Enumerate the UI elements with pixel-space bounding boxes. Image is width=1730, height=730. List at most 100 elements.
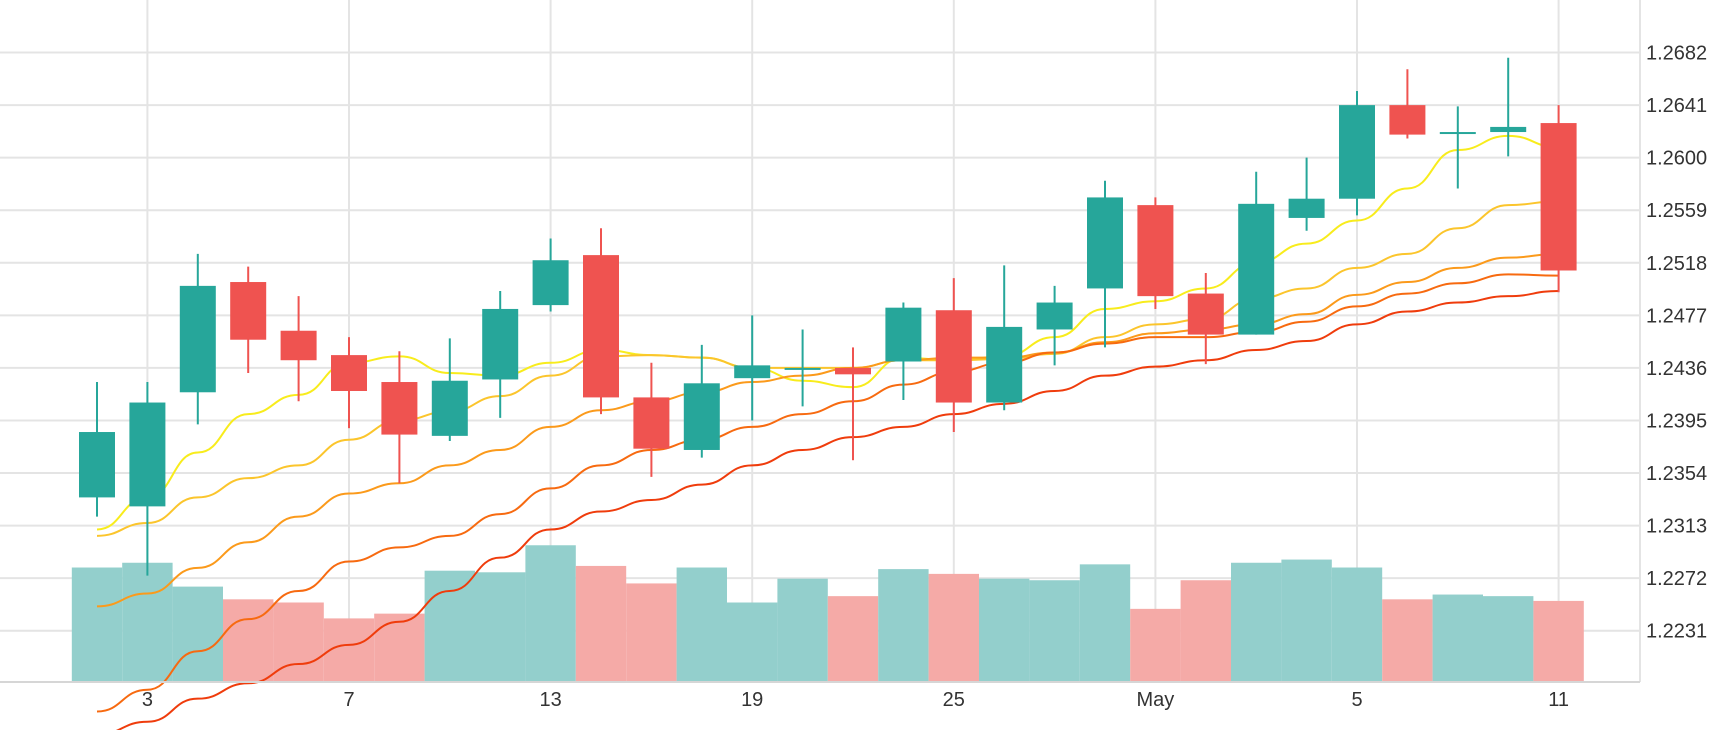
candle bbox=[1238, 171, 1275, 335]
volume-bar bbox=[525, 545, 576, 682]
candle bbox=[986, 265, 1023, 411]
y-tick-label: 1.2231 bbox=[1646, 621, 1707, 643]
candle-body bbox=[532, 260, 569, 306]
volume-bar bbox=[1231, 562, 1282, 682]
candle-body bbox=[482, 308, 519, 380]
candle bbox=[129, 382, 166, 576]
volume-bar bbox=[878, 569, 929, 682]
moving-average-lines bbox=[96, 134, 1559, 730]
candle-body bbox=[633, 397, 670, 449]
moving-average-line bbox=[96, 252, 1559, 608]
y-tick-label: 1.2518 bbox=[1646, 253, 1707, 275]
candle-body bbox=[1238, 203, 1275, 335]
volume-bar bbox=[928, 573, 979, 682]
y-tick-label: 1.2559 bbox=[1646, 200, 1707, 222]
volume-bar bbox=[575, 565, 627, 682]
candle bbox=[835, 347, 871, 461]
candle-body bbox=[784, 367, 821, 370]
candle-body bbox=[381, 382, 418, 435]
volume-bar bbox=[122, 562, 173, 682]
candle-body bbox=[683, 383, 720, 450]
candle bbox=[431, 338, 468, 441]
volume-bar bbox=[727, 602, 778, 682]
y-tick-label: 1.2313 bbox=[1646, 516, 1707, 538]
y-tick-label: 1.2682 bbox=[1646, 43, 1707, 65]
y-tick-label: 1.2354 bbox=[1646, 463, 1707, 485]
candle-body bbox=[1389, 105, 1426, 135]
candle-body bbox=[1137, 205, 1174, 297]
candle bbox=[935, 278, 972, 433]
candle-body bbox=[935, 310, 972, 403]
candle-body bbox=[431, 380, 468, 436]
y-tick-label: 1.2395 bbox=[1646, 410, 1707, 432]
volume-bar bbox=[676, 567, 727, 682]
candle bbox=[1187, 273, 1224, 365]
volume-bar bbox=[374, 613, 425, 682]
volume-bar bbox=[626, 583, 677, 682]
volume-bar bbox=[827, 596, 879, 682]
volume-bar bbox=[1029, 580, 1080, 682]
volume-bar bbox=[1130, 608, 1181, 682]
candle bbox=[1439, 106, 1476, 189]
volume-bar bbox=[777, 578, 828, 682]
candle bbox=[532, 238, 569, 312]
candle bbox=[1490, 57, 1527, 157]
volume-bar bbox=[979, 578, 1030, 682]
volume-bar bbox=[1281, 559, 1332, 682]
volume-bar bbox=[1483, 596, 1534, 682]
y-tick-label: 1.2436 bbox=[1646, 358, 1707, 380]
x-tick-label: 19 bbox=[741, 689, 763, 711]
candle-body bbox=[986, 326, 1023, 403]
candle bbox=[583, 228, 619, 415]
x-tick-label: 5 bbox=[1351, 689, 1362, 711]
moving-average-line bbox=[115, 290, 1559, 730]
candle bbox=[1389, 69, 1426, 139]
volume-bar bbox=[1432, 594, 1483, 682]
candle bbox=[179, 253, 216, 425]
candle-body bbox=[734, 365, 771, 379]
y-tick-label: 1.2272 bbox=[1646, 568, 1707, 590]
volume-bar bbox=[424, 570, 475, 682]
x-tick-label: 13 bbox=[539, 689, 561, 711]
y-tick-label: 1.2600 bbox=[1646, 148, 1707, 170]
volume-bar bbox=[1180, 580, 1231, 682]
volume-bars bbox=[71, 545, 1584, 682]
volume-bar bbox=[323, 618, 375, 682]
volume-bar bbox=[1533, 600, 1584, 682]
candle-body bbox=[835, 367, 871, 375]
candle bbox=[331, 337, 367, 429]
candle bbox=[734, 315, 771, 421]
candle-body bbox=[1288, 198, 1325, 218]
x-tick-label: 11 bbox=[1548, 689, 1569, 711]
candle-body bbox=[1540, 123, 1577, 271]
axes: 1.2231 1.2272 1.2313 1.2354 1.2395 1.2436 1.24… bbox=[0, 0, 1707, 711]
volume-bar bbox=[71, 567, 123, 682]
candle-body bbox=[1490, 126, 1527, 133]
volume-bar bbox=[1079, 564, 1131, 682]
y-tick-label: 1.2641 bbox=[1646, 95, 1707, 117]
candle bbox=[482, 291, 519, 418]
y-tick-label: 1.2477 bbox=[1646, 305, 1707, 327]
x-tick-label: 3 bbox=[142, 689, 153, 711]
candle-body bbox=[230, 282, 267, 340]
candle bbox=[1087, 180, 1123, 348]
volume-bar bbox=[1331, 567, 1383, 682]
candle-body bbox=[1036, 302, 1073, 330]
candle-body bbox=[280, 330, 317, 361]
volume-bar bbox=[273, 602, 324, 682]
x-tick-label: 7 bbox=[343, 689, 354, 711]
candle bbox=[1137, 197, 1174, 309]
moving-average-line bbox=[96, 134, 1559, 531]
x-tick-label: 25 bbox=[943, 689, 965, 711]
candle bbox=[885, 302, 922, 400]
candle-body bbox=[79, 432, 115, 498]
volume-bar bbox=[475, 572, 526, 682]
candle bbox=[1339, 91, 1375, 216]
candle-body bbox=[885, 307, 922, 362]
candle bbox=[683, 344, 720, 458]
candle-body bbox=[1087, 197, 1123, 289]
candles bbox=[79, 57, 1577, 576]
candle-body bbox=[1439, 132, 1476, 135]
